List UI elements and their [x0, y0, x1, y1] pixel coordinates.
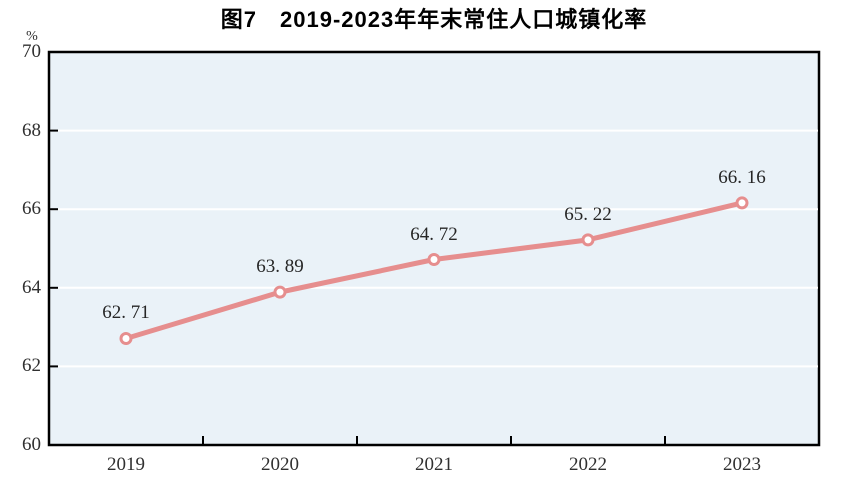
chart-title: 图7 2019-2023年年末常住人口城镇化率 [220, 7, 648, 32]
y-axis-label: 60 [22, 434, 41, 455]
y-axis-label: 66 [22, 198, 41, 220]
y-axis-label: 68 [22, 119, 41, 141]
gridlines-group [50, 129, 818, 368]
x-axis-label: 2020 [261, 454, 299, 475]
data-point [735, 196, 749, 210]
data-point [273, 285, 287, 299]
x-axis-label: 2022 [569, 454, 607, 475]
data-point [427, 253, 441, 267]
markers-group [119, 196, 749, 345]
data-point-label: 65. 22 [564, 203, 612, 225]
data-point-label: 62. 71 [102, 302, 150, 324]
x-axis-label: 2023 [723, 454, 761, 475]
ticks-group [50, 129, 666, 444]
y-axis-label: 64 [22, 276, 41, 298]
plot-background [49, 52, 819, 445]
data-point-label: 63. 89 [256, 256, 304, 278]
x-axis-label: 2021 [415, 454, 453, 475]
plot-border [47, 50, 821, 447]
data-point-label: 66. 16 [718, 166, 766, 188]
y-axis-label: 62 [22, 355, 41, 377]
data-point [119, 331, 133, 345]
y-axis-unit-label: % [26, 29, 38, 44]
y-axis-label: 70 [22, 41, 41, 62]
plot-panel-group [47, 50, 821, 447]
data-point-label: 64. 72 [410, 223, 458, 245]
x-axis-label: 2019 [107, 454, 145, 475]
data-point [581, 233, 595, 247]
